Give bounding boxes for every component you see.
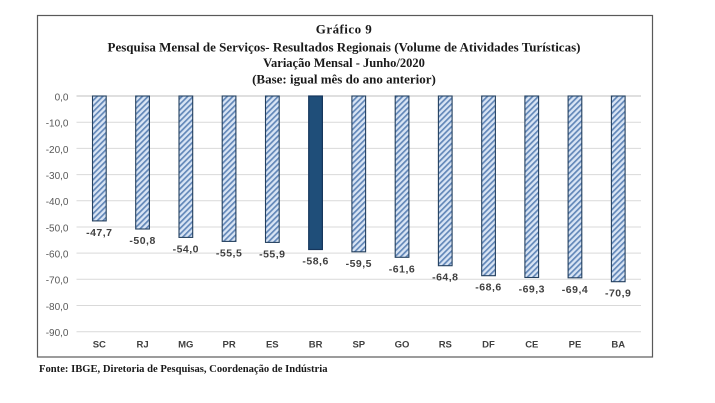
svg-text:-61,6: -61,6 xyxy=(389,263,415,275)
svg-text:-47,7: -47,7 xyxy=(86,227,112,239)
svg-text:DF: DF xyxy=(482,339,495,350)
svg-text:PE: PE xyxy=(569,339,582,350)
svg-text:-90,0: -90,0 xyxy=(46,328,69,339)
svg-text:(Base: igual mês do ano anteri: (Base: igual mês do ano anterior) xyxy=(252,72,436,87)
svg-text:-55,5: -55,5 xyxy=(216,247,242,259)
svg-text:-10,0: -10,0 xyxy=(46,119,69,130)
svg-text:-40,0: -40,0 xyxy=(46,197,69,208)
svg-text:-55,9: -55,9 xyxy=(259,248,285,260)
svg-text:-70,0: -70,0 xyxy=(46,276,69,287)
svg-text:ES: ES xyxy=(266,339,279,350)
svg-text:PR: PR xyxy=(222,339,235,350)
svg-text:Gráfico 9: Gráfico 9 xyxy=(316,22,372,37)
svg-text:-30,0: -30,0 xyxy=(46,171,69,182)
svg-text:RS: RS xyxy=(439,339,452,350)
svg-text:MG: MG xyxy=(178,339,193,350)
svg-text:SC: SC xyxy=(93,339,106,350)
svg-text:-80,0: -80,0 xyxy=(46,302,69,313)
svg-text:GO: GO xyxy=(395,339,410,350)
svg-text:-59,5: -59,5 xyxy=(346,258,372,270)
svg-text:BR: BR xyxy=(309,339,323,350)
svg-text:-68,6: -68,6 xyxy=(475,282,501,294)
svg-text:Variação Mensal - Junho/2020: Variação Mensal - Junho/2020 xyxy=(263,56,425,70)
svg-text:CE: CE xyxy=(525,339,538,350)
svg-text:Fonte: IBGE, Diretoria de Pesq: Fonte: IBGE, Diretoria de Pesquisas, Coo… xyxy=(39,364,328,375)
svg-text:-69,3: -69,3 xyxy=(519,284,545,296)
svg-text:RJ: RJ xyxy=(137,339,149,350)
svg-text:-54,0: -54,0 xyxy=(173,243,199,255)
svg-text:-60,0: -60,0 xyxy=(46,250,69,261)
svg-text:0,0: 0,0 xyxy=(55,92,69,103)
svg-text:Pesquisa Mensal de Serviços- R: Pesquisa Mensal de Serviços- Resultados … xyxy=(108,40,581,55)
svg-text:-64,8: -64,8 xyxy=(432,272,458,284)
svg-text:-50,0: -50,0 xyxy=(46,223,69,234)
svg-text:-50,8: -50,8 xyxy=(129,235,155,247)
svg-text:-69,4: -69,4 xyxy=(562,284,588,296)
svg-text:BA: BA xyxy=(611,339,625,350)
svg-text:SP: SP xyxy=(352,339,365,350)
svg-text:-70,9: -70,9 xyxy=(605,288,631,300)
svg-text:-58,6: -58,6 xyxy=(302,256,328,268)
svg-text:-20,0: -20,0 xyxy=(46,145,69,156)
